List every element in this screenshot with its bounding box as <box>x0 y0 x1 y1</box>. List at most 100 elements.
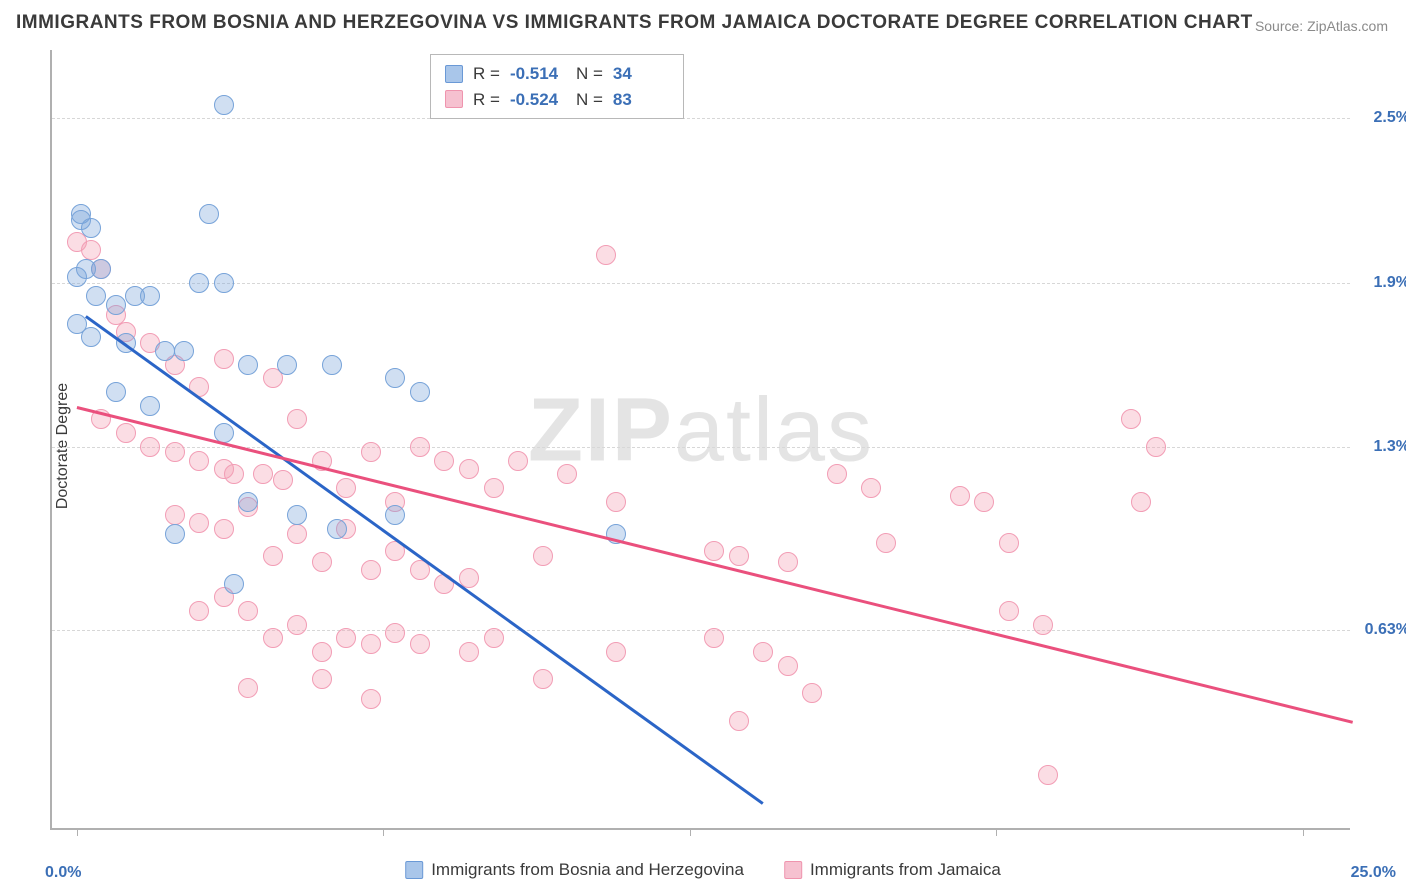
stats-row-bosnia: R = -0.514 N = 34 <box>445 61 669 87</box>
scatter-point-bosnia <box>91 259 111 279</box>
legend-item-jamaica: Immigrants from Jamaica <box>784 860 1001 880</box>
scatter-point-jamaica <box>312 669 332 689</box>
scatter-point-jamaica <box>287 409 307 429</box>
scatter-point-jamaica <box>533 669 553 689</box>
scatter-point-jamaica <box>263 628 283 648</box>
scatter-point-bosnia <box>86 286 106 306</box>
scatter-point-bosnia <box>238 355 258 375</box>
xmax-label: 25.0% <box>1351 864 1396 882</box>
scatter-point-jamaica <box>287 615 307 635</box>
scatter-point-jamaica <box>1033 615 1053 635</box>
scatter-point-bosnia <box>214 95 234 115</box>
scatter-point-jamaica <box>361 634 381 654</box>
scatter-point-bosnia <box>199 204 219 224</box>
ytick-label: 0.63% <box>1360 621 1406 639</box>
scatter-point-jamaica <box>116 423 136 443</box>
scatter-point-jamaica <box>778 656 798 676</box>
scatter-point-bosnia <box>106 295 126 315</box>
scatter-point-bosnia <box>214 273 234 293</box>
xtick <box>383 828 384 836</box>
xtick <box>77 828 78 836</box>
scatter-point-jamaica <box>753 642 773 662</box>
scatter-point-bosnia <box>106 382 126 402</box>
scatter-point-bosnia <box>174 341 194 361</box>
scatter-point-jamaica <box>1146 437 1166 457</box>
swatch-bosnia-icon <box>405 861 423 879</box>
scatter-point-jamaica <box>189 513 209 533</box>
scatter-point-jamaica <box>253 464 273 484</box>
scatter-point-jamaica <box>876 533 896 553</box>
scatter-point-jamaica <box>189 451 209 471</box>
scatter-point-jamaica <box>508 451 528 471</box>
scatter-point-jamaica <box>434 451 454 471</box>
scatter-point-jamaica <box>999 533 1019 553</box>
ytick-label: 1.3% <box>1360 438 1406 456</box>
xtick <box>1303 828 1304 836</box>
scatter-point-jamaica <box>189 601 209 621</box>
scatter-point-bosnia <box>189 273 209 293</box>
scatter-point-jamaica <box>704 541 724 561</box>
swatch-bosnia-icon <box>445 65 463 83</box>
scatter-point-bosnia <box>322 355 342 375</box>
scatter-point-jamaica <box>557 464 577 484</box>
scatter-point-jamaica <box>140 437 160 457</box>
xtick <box>996 828 997 836</box>
scatter-point-jamaica <box>224 464 244 484</box>
scatter-point-bosnia <box>67 267 87 287</box>
scatter-point-jamaica <box>596 245 616 265</box>
scatter-point-jamaica <box>827 464 847 484</box>
scatter-point-jamaica <box>361 689 381 709</box>
scatter-point-bosnia <box>410 382 430 402</box>
scatter-point-jamaica <box>434 574 454 594</box>
scatter-point-jamaica <box>214 519 234 539</box>
scatter-point-jamaica <box>214 349 234 369</box>
scatter-point-jamaica <box>459 459 479 479</box>
ytick-label: 1.9% <box>1360 274 1406 292</box>
xtick <box>690 828 691 836</box>
scatter-point-jamaica <box>729 546 749 566</box>
scatter-point-jamaica <box>312 552 332 572</box>
scatter-point-jamaica <box>484 478 504 498</box>
scatter-point-bosnia <box>155 341 175 361</box>
scatter-point-bosnia <box>238 492 258 512</box>
scatter-point-jamaica <box>533 546 553 566</box>
scatter-point-jamaica <box>1131 492 1151 512</box>
scatter-point-jamaica <box>1038 765 1058 785</box>
scatter-point-bosnia <box>385 368 405 388</box>
scatter-point-jamaica <box>704 628 724 648</box>
scatter-point-jamaica <box>606 642 626 662</box>
scatter-point-bosnia <box>327 519 347 539</box>
scatter-point-bosnia <box>277 355 297 375</box>
scatter-point-jamaica <box>950 486 970 506</box>
scatter-point-jamaica <box>410 437 430 457</box>
scatter-point-bosnia <box>165 524 185 544</box>
bottom-legend: Immigrants from Bosnia and Herzegovina I… <box>405 860 1001 880</box>
scatter-point-jamaica <box>336 478 356 498</box>
scatter-point-bosnia <box>81 218 101 238</box>
scatter-point-jamaica <box>484 628 504 648</box>
scatter-point-jamaica <box>263 546 283 566</box>
scatter-point-jamaica <box>361 560 381 580</box>
scatter-point-jamaica <box>606 492 626 512</box>
scatter-plot-area: ZIPatlas 0.63%1.3%1.9%2.5% <box>50 50 1350 830</box>
xmin-label: 0.0% <box>45 864 81 882</box>
scatter-point-bosnia <box>385 505 405 525</box>
scatter-point-jamaica <box>238 601 258 621</box>
scatter-point-jamaica <box>336 628 356 648</box>
stats-row-jamaica: R = -0.524 N = 83 <box>445 87 669 113</box>
scatter-point-bosnia <box>81 327 101 347</box>
scatter-point-bosnia <box>224 574 244 594</box>
scatter-point-jamaica <box>361 442 381 462</box>
scatter-point-jamaica <box>312 642 332 662</box>
swatch-jamaica-icon <box>784 861 802 879</box>
scatter-point-jamaica <box>778 552 798 572</box>
scatter-point-jamaica <box>729 711 749 731</box>
scatter-point-jamaica <box>385 623 405 643</box>
scatter-point-jamaica <box>802 683 822 703</box>
gridline <box>52 630 1350 631</box>
chart-title: IMMIGRANTS FROM BOSNIA AND HERZEGOVINA V… <box>16 12 1253 34</box>
scatter-point-bosnia <box>140 286 160 306</box>
gridline <box>52 118 1350 119</box>
scatter-point-jamaica <box>1121 409 1141 429</box>
stats-legend-box: R = -0.514 N = 34 R = -0.524 N = 83 <box>430 54 684 119</box>
